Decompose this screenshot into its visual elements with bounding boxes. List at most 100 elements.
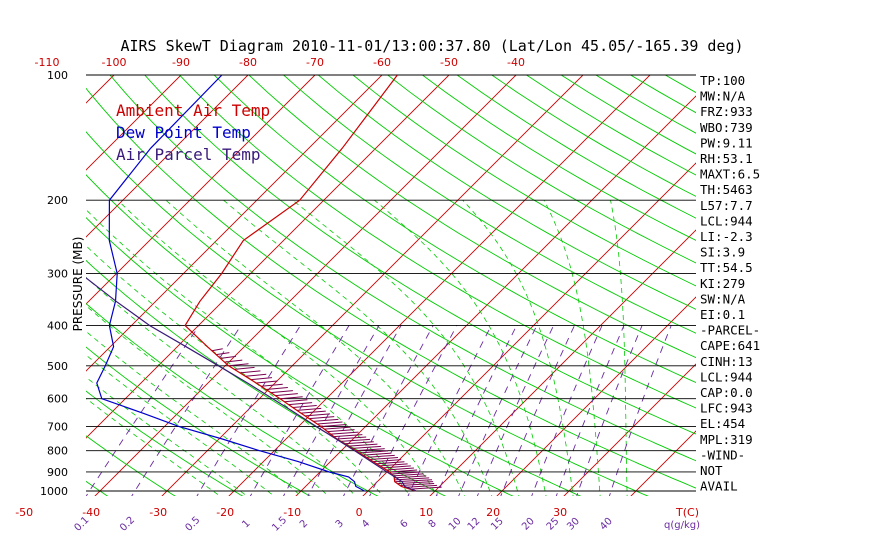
dry-adiabat-line bbox=[248, 75, 696, 359]
cape-hatch-line bbox=[366, 454, 395, 458]
stat-entry: AVAIL bbox=[700, 479, 738, 494]
stat-entry: LCL:944 bbox=[700, 213, 753, 228]
cape-hatch-line bbox=[352, 445, 382, 449]
stat-entry: TT:54.5 bbox=[700, 260, 753, 275]
pressure-tick-label: 100 bbox=[47, 69, 68, 82]
cape-hatch-line bbox=[220, 355, 236, 359]
dry-adiabat-line bbox=[86, 87, 696, 489]
bottom-temp-tick-label: 0 bbox=[356, 506, 363, 519]
mixing-ratio-line bbox=[458, 325, 538, 496]
bottom-temp-tick-label: 30 bbox=[553, 506, 567, 519]
chart-title: AIRS SkewT Diagram 2010-11-01/13:00:37.8… bbox=[120, 37, 743, 55]
cape-hatch-line bbox=[348, 443, 378, 447]
dry-adiabat-line bbox=[86, 346, 311, 496]
cape-hatch-line bbox=[321, 424, 347, 428]
cape-hatch-line bbox=[275, 393, 298, 397]
cape-hatch-line bbox=[386, 467, 414, 471]
cape-hatch-line bbox=[336, 436, 367, 440]
top-temp-tick-label: -60 bbox=[373, 56, 391, 69]
mixing-ratio-label: 6 bbox=[398, 518, 410, 530]
isotherm-line bbox=[86, 75, 450, 439]
dry-adiabat-line bbox=[86, 435, 176, 496]
cape-hatch-line bbox=[239, 370, 261, 374]
stat-entry: CAPE:641 bbox=[700, 338, 760, 353]
stat-entry: LCL:944 bbox=[700, 369, 753, 384]
mixing-ratio-line bbox=[531, 325, 603, 496]
cape-hatch-line bbox=[327, 429, 355, 433]
moist-adiabat-line bbox=[292, 199, 520, 496]
mixing-ratio-line bbox=[608, 325, 672, 496]
moist-adiabat-line bbox=[86, 330, 302, 496]
mixing-ratio-label: 3 bbox=[334, 518, 346, 530]
isotherm-line bbox=[563, 363, 696, 496]
legend-entry: Dew Point Temp bbox=[116, 123, 251, 142]
cape-hatch-line bbox=[292, 405, 317, 409]
cape-hatch-line bbox=[356, 448, 385, 452]
stat-entry: MW:N/A bbox=[700, 89, 746, 104]
mixing-ratio-label: 0.5 bbox=[183, 515, 202, 534]
isotherm-line bbox=[86, 75, 316, 305]
stat-entry: RH:53.1 bbox=[700, 151, 753, 166]
isotherm-line bbox=[228, 75, 651, 496]
cape-hatch-line bbox=[216, 352, 230, 356]
moist-adiabat-line bbox=[86, 276, 357, 496]
dry-adiabat-line bbox=[86, 216, 514, 496]
cape-hatch-line bbox=[305, 413, 331, 417]
top-temp-tick-label: -110 bbox=[35, 56, 60, 69]
mixing-ratio-line bbox=[131, 325, 242, 496]
dry-adiabat-line bbox=[735, 75, 870, 500]
cape-hatch-line bbox=[301, 410, 326, 414]
stat-entry: LI:-2.3 bbox=[700, 229, 753, 244]
dry-adiabat-line bbox=[86, 174, 582, 496]
cape-hatch-line bbox=[333, 434, 363, 438]
mixing-ratio-line bbox=[307, 325, 402, 496]
mixing-ratio-line bbox=[343, 325, 434, 496]
moist-adiabat-line bbox=[86, 245, 384, 496]
cape-hatch-line bbox=[393, 473, 424, 477]
moist-adiabat-line bbox=[223, 199, 493, 496]
stat-entry: MPL:319 bbox=[700, 432, 753, 447]
isotherm-line bbox=[429, 229, 696, 496]
cape-hatch-line bbox=[389, 469, 418, 473]
pressure-tick-label: 800 bbox=[47, 445, 68, 458]
dry-adiabat-line bbox=[352, 75, 696, 287]
mixing-ratio-line bbox=[435, 325, 518, 496]
cape-hatch-line bbox=[228, 363, 249, 367]
pressure-tick-label: 300 bbox=[47, 267, 68, 280]
dry-adiabat-line bbox=[179, 75, 696, 409]
stat-entry: KI:279 bbox=[700, 276, 745, 291]
cape-hatch-line bbox=[270, 390, 293, 394]
cape-hatch-line bbox=[373, 459, 402, 463]
top-temp-tick-label: -100 bbox=[102, 56, 127, 69]
moist-adiabat-line bbox=[543, 200, 601, 496]
dry-adiabat-line bbox=[86, 390, 244, 496]
stat-entry: -PARCEL- bbox=[700, 323, 760, 338]
mixing-ratio-line bbox=[283, 325, 380, 496]
mixing-ratio-label: 30 bbox=[565, 516, 582, 533]
dry-adiabat-line bbox=[387, 75, 696, 264]
cape-hatch-line bbox=[410, 486, 442, 490]
moist-adiabat-line bbox=[86, 354, 275, 496]
cape-hatch-line bbox=[211, 348, 223, 352]
bottom-temp-tick-label: -10 bbox=[283, 506, 301, 519]
stat-entry: EI:0.1 bbox=[700, 307, 745, 322]
stat-entry: LFC:943 bbox=[700, 401, 753, 416]
bottom-temp-tick-label: 20 bbox=[486, 506, 500, 519]
mixing-ratio-unit-label: q(g/kg) bbox=[664, 520, 700, 531]
top-temp-tick-label: -90 bbox=[172, 56, 190, 69]
isotherm-line bbox=[761, 75, 870, 500]
cape-hatch-line bbox=[288, 402, 313, 406]
cape-hatch-line bbox=[379, 463, 408, 467]
y-axis-label: PRESSURE (MB) bbox=[71, 237, 85, 332]
isotherm-line bbox=[94, 75, 517, 496]
stat-entry: NOT bbox=[700, 463, 723, 478]
dry-adiabat-line bbox=[86, 480, 109, 496]
cape-hatch-line bbox=[359, 450, 389, 454]
isotherm-line bbox=[161, 75, 584, 496]
mixing-ratio-line bbox=[407, 325, 492, 496]
pressure-tick-label: 200 bbox=[47, 194, 68, 207]
cape-hatch-line bbox=[280, 396, 303, 400]
pressure-tick-label: 500 bbox=[47, 360, 68, 373]
mixing-ratio-line bbox=[196, 325, 301, 496]
